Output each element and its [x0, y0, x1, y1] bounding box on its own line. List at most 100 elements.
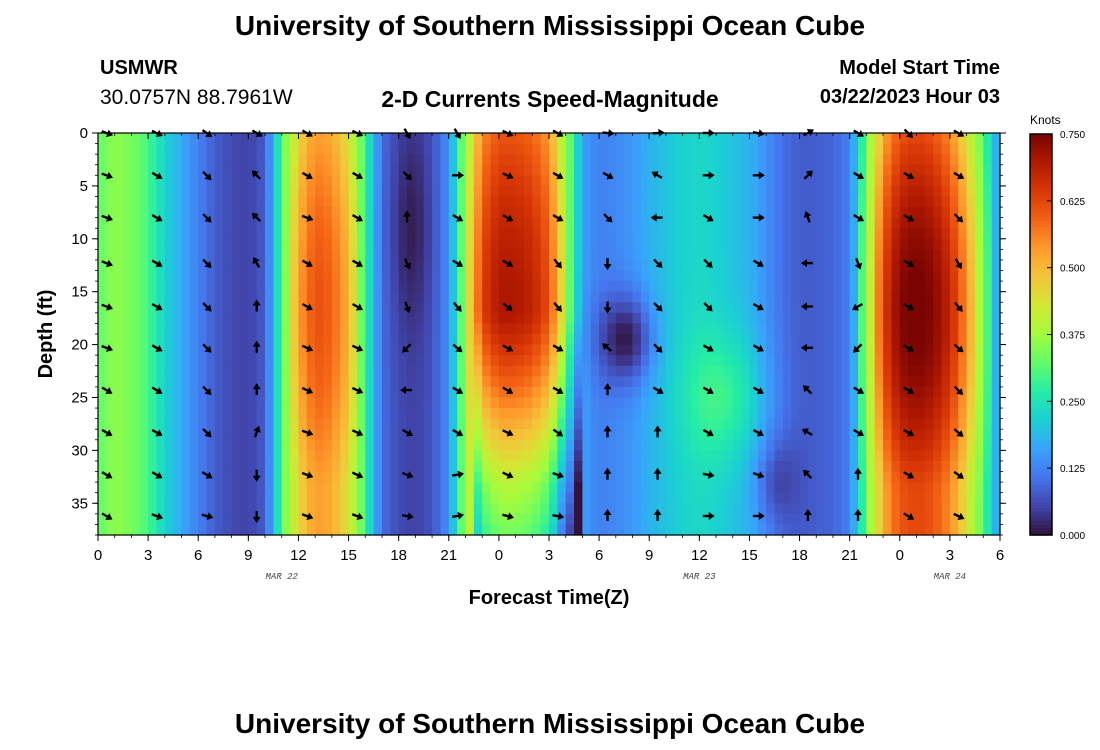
heatmap-cell: [866, 196, 876, 208]
heatmap-cell: [607, 281, 617, 293]
heatmap-cell: [707, 376, 717, 388]
heatmap-cell: [966, 450, 976, 462]
heatmap-cell: [590, 344, 600, 356]
heatmap-cell: [891, 408, 901, 420]
heatmap-cell: [507, 492, 517, 504]
heatmap-cell: [290, 334, 300, 346]
heatmap-cell: [490, 408, 500, 420]
heatmap-cell: [515, 429, 525, 441]
heatmap-cell: [440, 365, 450, 377]
colorbar-segment: [1030, 481, 1052, 486]
heatmap-cell: [732, 460, 742, 473]
heatmap-cell: [315, 429, 325, 441]
colorbar-segment: [1030, 317, 1052, 322]
heatmap-cell: [540, 323, 550, 335]
heatmap-cell: [991, 524, 1001, 536]
heatmap-cell: [574, 312, 584, 325]
heatmap-cell: [490, 302, 500, 314]
heatmap-cell: [265, 334, 274, 346]
heatmap-cell: [415, 397, 425, 409]
heatmap-cell: [874, 196, 884, 208]
heatmap-cell: [423, 503, 433, 515]
heatmap-cell: [615, 228, 625, 240]
heatmap-cell: [507, 334, 517, 346]
heatmap-cell: [807, 524, 817, 536]
heatmap-cell: [741, 302, 751, 314]
heatmap-cell: [106, 397, 116, 409]
current-arrow: [151, 386, 163, 395]
heatmap-cell: [724, 344, 734, 356]
heatmap-cell: [866, 503, 876, 515]
current-arrow: [903, 471, 915, 479]
heatmap-cell: [231, 344, 241, 356]
heatmap-cell: [983, 460, 993, 473]
heatmap-cell: [741, 270, 751, 282]
heatmap-cell: [398, 249, 408, 261]
current-arrow: [800, 343, 813, 352]
heatmap-cell: [365, 302, 375, 314]
heatmap-cell: [239, 238, 249, 250]
heatmap-cell: [807, 429, 817, 441]
heatmap-cell: [690, 175, 700, 187]
heatmap-cell: [841, 228, 851, 240]
heatmap-cell: [974, 133, 984, 145]
heatmap-cell: [356, 492, 366, 504]
heatmap-cell: [490, 492, 500, 504]
heatmap-cell: [749, 471, 759, 483]
heatmap-cell: [933, 365, 943, 377]
heatmap-cell: [883, 482, 893, 494]
heatmap-cell: [340, 460, 350, 473]
heatmap-cell: [323, 397, 333, 409]
heatmap-cell: [908, 133, 918, 145]
heatmap-cell: [315, 207, 325, 219]
heatmap-cell: [139, 281, 149, 293]
heatmap-cell: [515, 513, 525, 526]
heatmap-cell: [148, 185, 158, 198]
current-arrow: [603, 213, 613, 223]
heatmap-cell: [482, 429, 492, 441]
heatmap-cell: [908, 164, 918, 176]
heatmap-cell: [173, 238, 183, 250]
heatmap-cell: [432, 196, 442, 208]
heatmap-cell: [490, 439, 500, 451]
heatmap-cell: [958, 281, 968, 293]
heatmap-cell: [523, 175, 533, 187]
heatmap-cell: [832, 291, 842, 303]
heatmap-cell: [457, 376, 467, 388]
heatmap-cell: [223, 249, 233, 261]
heatmap-cell: [407, 460, 416, 473]
heatmap-cell: [607, 503, 617, 515]
heatmap-cell: [883, 249, 893, 261]
heatmap-cell: [916, 482, 926, 494]
heatmap-cell: [298, 133, 308, 145]
heatmap-cell: [841, 513, 851, 526]
heatmap-cell: [782, 196, 792, 208]
heatmap-cell: [632, 524, 642, 536]
heatmap-cell: [340, 376, 350, 388]
heatmap-cell: [699, 143, 709, 155]
heatmap-cell: [98, 355, 107, 367]
heatmap-cell: [849, 503, 859, 515]
date-label: MAR 22: [266, 572, 299, 582]
heatmap-cell: [549, 355, 558, 367]
heatmap-cell: [390, 513, 400, 526]
heatmap-cell: [331, 259, 341, 272]
heatmap-cell: [490, 386, 500, 399]
heatmap-cell: [331, 175, 341, 187]
heatmap-cell: [348, 355, 358, 367]
heatmap-cell: [490, 164, 500, 176]
heatmap-cell: [657, 439, 667, 451]
heatmap-cell: [574, 397, 584, 409]
heatmap-cell: [423, 207, 433, 219]
heatmap-cell: [223, 207, 233, 219]
heatmap-cell: [958, 323, 968, 335]
heatmap-cell: [139, 185, 149, 198]
heatmap-cell: [148, 270, 158, 282]
heatmap-cell: [356, 217, 366, 229]
heatmap-cell: [181, 460, 191, 473]
heatmap-cell: [306, 164, 316, 176]
heatmap-cell: [824, 217, 834, 229]
heatmap-cell: [941, 185, 951, 198]
heatmap-cell: [498, 249, 508, 261]
heatmap-cell: [916, 185, 926, 198]
